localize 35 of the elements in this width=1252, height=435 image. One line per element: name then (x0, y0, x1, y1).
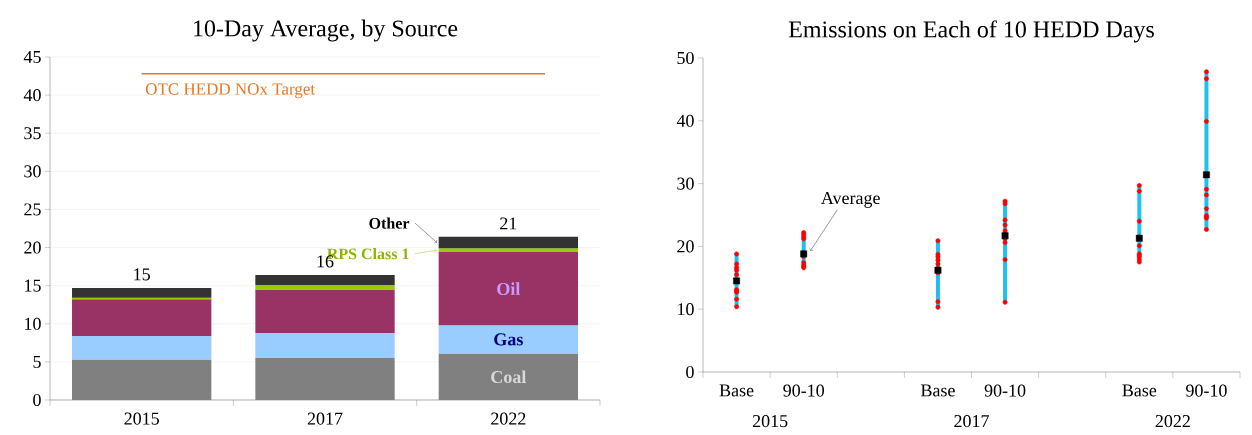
y-tick-label: 45 (23, 50, 41, 63)
x-tick-label: Base (719, 384, 754, 397)
chart-title: Emissions on Each of 10 HEDD Days (788, 20, 1154, 43)
y-tick-label: 40 (676, 114, 694, 127)
y-tick-label: 40 (23, 89, 41, 102)
x-tick-label: 90-10 (984, 384, 1026, 397)
y-tick-label: 50 (677, 51, 694, 65)
y-tick-label: 20 (24, 241, 41, 254)
x-tick-label: Base (1122, 384, 1157, 397)
y-tick-label: 15 (25, 279, 41, 292)
y-tick-label: 10 (25, 317, 41, 330)
total-label: 15 (134, 268, 150, 281)
x-tick-label: 2015 (124, 412, 159, 425)
chart-title: 10-Day Average, by Source (194, 19, 458, 42)
total-label: 21 (500, 217, 517, 230)
y-tick-label: 30 (24, 165, 41, 178)
x-tick-label: 2017 (307, 412, 343, 425)
y-tick-label: 35 (24, 127, 41, 140)
y-tick-label: 30 (677, 177, 694, 190)
series-label: Other (369, 217, 410, 229)
x-tick-label: 90-10 (1186, 384, 1227, 397)
series-label: Coal (491, 370, 527, 384)
x-tick-label: 2022 (491, 412, 526, 425)
y-tick-label: 20 (677, 240, 694, 253)
x-tick-label: Base (920, 384, 955, 397)
y-tick-label: 0 (686, 365, 694, 379)
y-tick-label: 5 (33, 355, 41, 368)
series-label: Oil (497, 282, 521, 296)
y-tick-label: 0 (33, 393, 41, 407)
annotation: Average (821, 192, 880, 208)
ref-line-label: OTC HEDD NOx Target (145, 83, 316, 99)
x-tick-label: 90-10 (783, 384, 824, 397)
y-tick-label: 10 (678, 303, 694, 316)
y-tick-label: 25 (24, 203, 41, 216)
series-label: Gas (494, 333, 523, 346)
